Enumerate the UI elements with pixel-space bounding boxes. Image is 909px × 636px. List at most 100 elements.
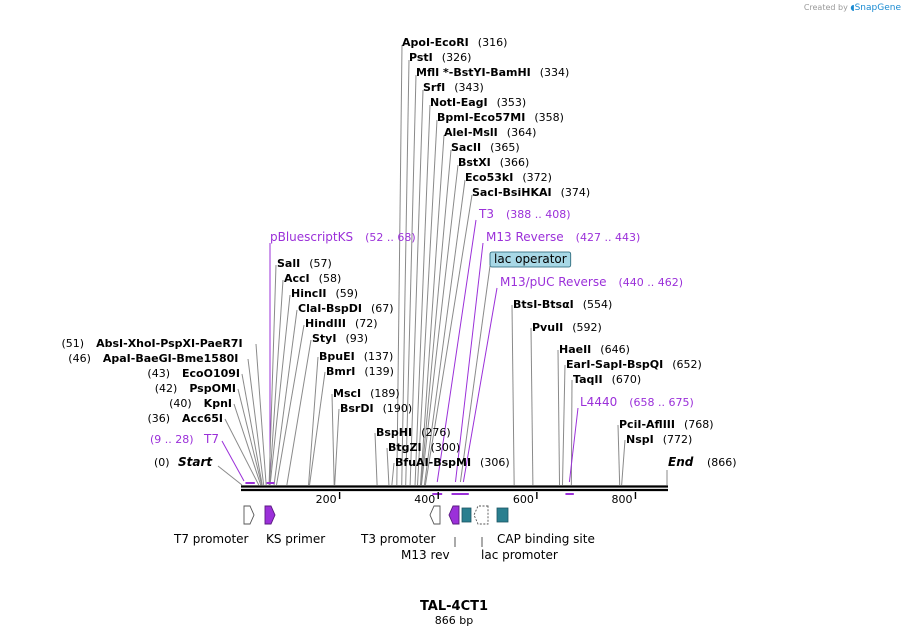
enzyme-name-hincii[interactable]: HincII (291, 287, 327, 300)
enzyme-name-bpmi[interactable]: BpmI (437, 111, 469, 124)
enzyme-site-styi[interactable]: StyI (93) (312, 332, 368, 345)
enzyme-name-bamhi[interactable]: BamHI (490, 66, 531, 79)
enzyme-site-msci[interactable]: MscI (189) (333, 387, 400, 400)
enzyme-name-pspxi[interactable]: PspXI (160, 337, 195, 350)
enzyme-name-ecori[interactable]: EcoRI (435, 36, 469, 49)
enzyme-name-haeii[interactable]: HaeII (559, 343, 591, 356)
enzyme-name-bme1580i[interactable]: Bme1580I (176, 352, 238, 365)
enzyme-site-psti[interactable]: PstI (326) (409, 51, 471, 64)
feature-label-pbluescriptks[interactable]: pBluescriptKS (52 .. 68) (270, 230, 416, 244)
enzyme-name-eco57mi[interactable]: Eco57MI (473, 111, 525, 124)
enzyme-name-bpuei[interactable]: BpuEI (319, 350, 355, 363)
t7-promoter-glyph[interactable] (243, 505, 255, 525)
enzyme-name-bts-i[interactable]: BtsαI (542, 298, 574, 311)
enzyme-site-pcii[interactable]: PciI - AflIII (768) (619, 418, 714, 431)
enzyme-site-absi[interactable]: (51) AbsI - XhoI - PspXI - PaeR7I (61, 337, 242, 350)
enzyme-site-bmri[interactable]: BmrI (139) (326, 365, 394, 378)
enzyme-name-btsi[interactable]: BtsI (513, 298, 537, 311)
enzyme-site-sacii[interactable]: SacII (365) (451, 141, 520, 154)
enzyme-site-noti[interactable]: NotI - EagI (353) (430, 96, 526, 109)
enzyme-site-mfli[interactable]: MflI * - BstYI - BamHI (334) (416, 66, 569, 79)
enzyme-site-bpuei[interactable]: BpuEI (137) (319, 350, 393, 363)
feature-caption-m13-rev[interactable]: M13 rev (401, 548, 450, 562)
feature-label-m13-puc-reverse[interactable]: M13/pUC Reverse (440 .. 462) (500, 275, 683, 289)
enzyme-site-apai[interactable]: (46) ApaI - BaeGI - Bme1580I (68, 352, 238, 365)
feature-caption-cap-binding-site[interactable]: CAP binding site (497, 532, 595, 546)
enzyme-name-bmri[interactable]: BmrI (326, 365, 355, 378)
enzyme-name-alei[interactable]: AleI (444, 126, 468, 139)
enzyme-site-acci[interactable]: AccI (58) (284, 272, 341, 285)
feature-label-l4440[interactable]: L4440 (658 .. 675) (580, 395, 694, 409)
enzyme-name-pvuii[interactable]: PvuII (532, 321, 563, 334)
enzyme-name-kpni[interactable]: KpnI (204, 397, 232, 410)
enzyme-name-bstyi[interactable]: BstYI (453, 66, 485, 79)
enzyme-name-mfli[interactable]: MflI * (416, 66, 449, 79)
enzyme-site-ecoo109i[interactable]: (43) EcoO109I (147, 367, 240, 380)
t3-promoter-glyph[interactable] (429, 505, 441, 525)
enzyme-name-bspqi[interactable]: BspQI (627, 358, 663, 371)
enzyme-site-taqii[interactable]: TaqII (670) (573, 373, 641, 386)
enzyme-name-eagi[interactable]: EagI (461, 96, 488, 109)
enzyme-site-bpmi[interactable]: BpmI - Eco57MI (358) (437, 111, 564, 124)
enzyme-site-hincii[interactable]: HincII (59) (291, 287, 358, 300)
enzyme-name-bspdi[interactable]: BspDI (326, 302, 362, 315)
enzyme-name-eari[interactable]: EarI (566, 358, 590, 371)
enzyme-site-kpni[interactable]: (40) KpnI (169, 397, 232, 410)
enzyme-site-btsi[interactable]: BtsI - BtsαI (554) (513, 298, 612, 311)
enzyme-name-bsrdi[interactable]: BsrDI (340, 402, 374, 415)
enzyme-site-srfi[interactable]: SrfI (343) (423, 81, 484, 94)
enzyme-name-bstxi[interactable]: BstXI (458, 156, 491, 169)
feature-label-t7[interactable]: (9 .. 28) T7 (150, 432, 219, 446)
feature-label-m13-reverse[interactable]: M13 Reverse (427 .. 443) (486, 230, 640, 244)
enzyme-name-eco53ki[interactable]: Eco53kI (465, 171, 513, 184)
enzyme-name-bsphi[interactable]: BspHI (376, 426, 412, 439)
feature-label-lac-operator[interactable]: lac operator (489, 251, 572, 268)
enzyme-site-alei[interactable]: AleI - MslI (364) (444, 126, 536, 139)
enzyme-site-eari[interactable]: EarI - SapI - BspQI (652) (566, 358, 702, 371)
enzyme-site-hindiii[interactable]: HindIII (72) (305, 317, 378, 330)
enzyme-name-psti[interactable]: PstI (409, 51, 433, 64)
enzyme-site-bsrdi[interactable]: BsrDI (190) (340, 402, 412, 415)
feature-caption-t3-promoter[interactable]: T3 promoter (360, 532, 436, 546)
enzyme-name-noti[interactable]: NotI (430, 96, 456, 109)
enzyme-name-apoi[interactable]: ApoI (402, 36, 430, 49)
enzyme-site-saci[interactable]: SacI - BsiHKAI (374) (472, 186, 590, 199)
enzyme-name-hindiii[interactable]: HindIII (305, 317, 346, 330)
enzyme-name-absi[interactable]: AbsI (96, 337, 123, 350)
enzyme-name-sacii[interactable]: SacII (451, 141, 481, 154)
enzyme-name-afliii[interactable]: AflIII (646, 418, 675, 431)
enzyme-site-pvuii[interactable]: PvuII (592) (532, 321, 602, 334)
enzyme-name-bsihkai[interactable]: BsiHKAI (503, 186, 552, 199)
lac-promoter-glyph[interactable] (473, 505, 489, 525)
lac-operator-glyph[interactable] (461, 507, 472, 523)
enzyme-name-baegi[interactable]: BaeGI (135, 352, 171, 365)
cap-binding-site-glyph[interactable] (496, 507, 509, 523)
enzyme-site-bstxi[interactable]: BstXI (366) (458, 156, 529, 169)
enzyme-name-clai[interactable]: ClaI (298, 302, 321, 315)
enzyme-site-sali[interactable]: SalI (57) (277, 257, 332, 270)
enzyme-site-haeii[interactable]: HaeII (646) (559, 343, 630, 356)
enzyme-site-btgzi[interactable]: BtgZI (300) (388, 441, 460, 454)
enzyme-name-bspmi[interactable]: BspMI (433, 456, 471, 469)
enzyme-name-styi[interactable]: StyI (312, 332, 336, 345)
feature-caption-t7-promoter[interactable]: T7 promoter (173, 532, 249, 546)
enzyme-name-acc65i[interactable]: Acc65I (182, 412, 223, 425)
feature-caption-ks-primer[interactable]: KS primer (266, 532, 325, 546)
feature-caption-lac-promoter[interactable]: lac promoter (481, 548, 558, 562)
enzyme-name-msci[interactable]: MscI (333, 387, 361, 400)
enzyme-site-apoi[interactable]: ApoI - EcoRI (316) (402, 36, 507, 49)
enzyme-name-srfi[interactable]: SrfI (423, 81, 445, 94)
enzyme-site-clai[interactable]: ClaI - BspDI (67) (298, 302, 394, 315)
enzyme-site-acc65i[interactable]: (36) Acc65I (147, 412, 223, 425)
enzyme-name-btgzi[interactable]: BtgZI (388, 441, 422, 454)
enzyme-site-eco53ki[interactable]: Eco53kI (372) (465, 171, 552, 184)
enzyme-name-apai[interactable]: ApaI (103, 352, 131, 365)
enzyme-name-saci[interactable]: SacI (472, 186, 498, 199)
enzyme-name-ecoo109i[interactable]: EcoO109I (182, 367, 240, 380)
enzyme-site-bfuai[interactable]: BfuAI - BspMI (306) (395, 456, 510, 469)
enzyme-name-sapi[interactable]: SapI (595, 358, 622, 371)
enzyme-name-xhoi[interactable]: XhoI (128, 337, 156, 350)
enzyme-site-pspomi[interactable]: (42) PspOMI (155, 382, 236, 395)
enzyme-name-pspomi[interactable]: PspOMI (189, 382, 236, 395)
enzyme-name-acci[interactable]: AccI (284, 272, 310, 285)
